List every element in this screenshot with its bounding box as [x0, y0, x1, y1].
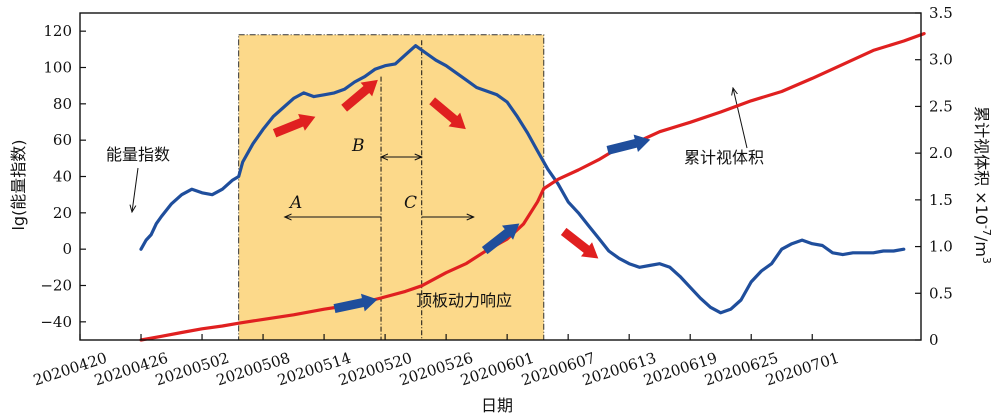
- right-tick-label: 0.5: [929, 284, 953, 302]
- right-tick-label: 3.5: [929, 4, 953, 22]
- left-axis-title: lg(能量指数): [9, 139, 28, 230]
- right-axis-title-unit-exponent: 3: [980, 257, 993, 264]
- right-tick-label: 2.0: [929, 144, 953, 162]
- energy-label-leader: [132, 167, 139, 212]
- right-tick-label: 1.5: [929, 191, 953, 209]
- volume-series-label: 累计视体积: [684, 148, 764, 167]
- right-tick-label: 2.5: [929, 97, 953, 115]
- phase-a-label: A: [288, 193, 302, 213]
- energy-rise-arrow-1: [272, 114, 316, 138]
- left-tick-label: −40: [40, 313, 72, 331]
- energy-fall-arrow-1: [429, 97, 466, 130]
- left-tick-label: 40: [53, 168, 72, 186]
- right-axis-title-exponent: -7: [980, 225, 993, 236]
- phase-b-label: B: [351, 136, 365, 156]
- left-tick-label: 100: [43, 59, 72, 77]
- volume-rise-arrow-3: [606, 134, 651, 155]
- cumulative-volume-line: [139, 31, 926, 342]
- right-tick-label: 1.0: [929, 238, 953, 256]
- right-axis-title-unit: /m: [972, 236, 991, 257]
- energy-fall-arrow-2: [560, 227, 599, 259]
- volume-rise-arrow-2: [481, 223, 520, 255]
- volume-rise-arrow-1: [333, 293, 378, 313]
- phase-c-label: C: [404, 193, 417, 213]
- axis-layer: −40 −20 0 20 40 60 80 100 120 0 0.5 1.0 1.5 2.0 2.5 3.0…: [31, 4, 953, 389]
- left-tick-label: 20: [53, 204, 72, 222]
- right-axis-title: 累计视体积 ×10-7/m3: [972, 106, 993, 264]
- response-region-layer: [238, 34, 545, 341]
- trend-arrow-layer: [272, 79, 651, 313]
- x-axis-title: 日期: [481, 396, 513, 415]
- volume-label-leader: [733, 88, 748, 149]
- roof-response-label: 顶板动力响应: [416, 291, 512, 310]
- energy-index-line: [139, 44, 906, 315]
- left-tick-label: 0: [62, 240, 72, 258]
- left-tick-label: 80: [53, 95, 72, 113]
- series-layer: [139, 31, 926, 342]
- left-tick-label: 120: [43, 22, 72, 40]
- phase-guide-layer: [132, 40, 748, 340]
- energy-series-label: 能量指数: [106, 145, 170, 164]
- left-tick-label: −20: [40, 277, 72, 295]
- response-region: [238, 34, 545, 341]
- right-tick-label: 0: [929, 331, 939, 349]
- right-axis-title-main: 累计视体积 ×10: [972, 106, 991, 225]
- energy-rise-arrow-2: [341, 79, 378, 112]
- right-tick-label: 3.0: [929, 51, 953, 69]
- left-tick-label: 60: [53, 131, 72, 149]
